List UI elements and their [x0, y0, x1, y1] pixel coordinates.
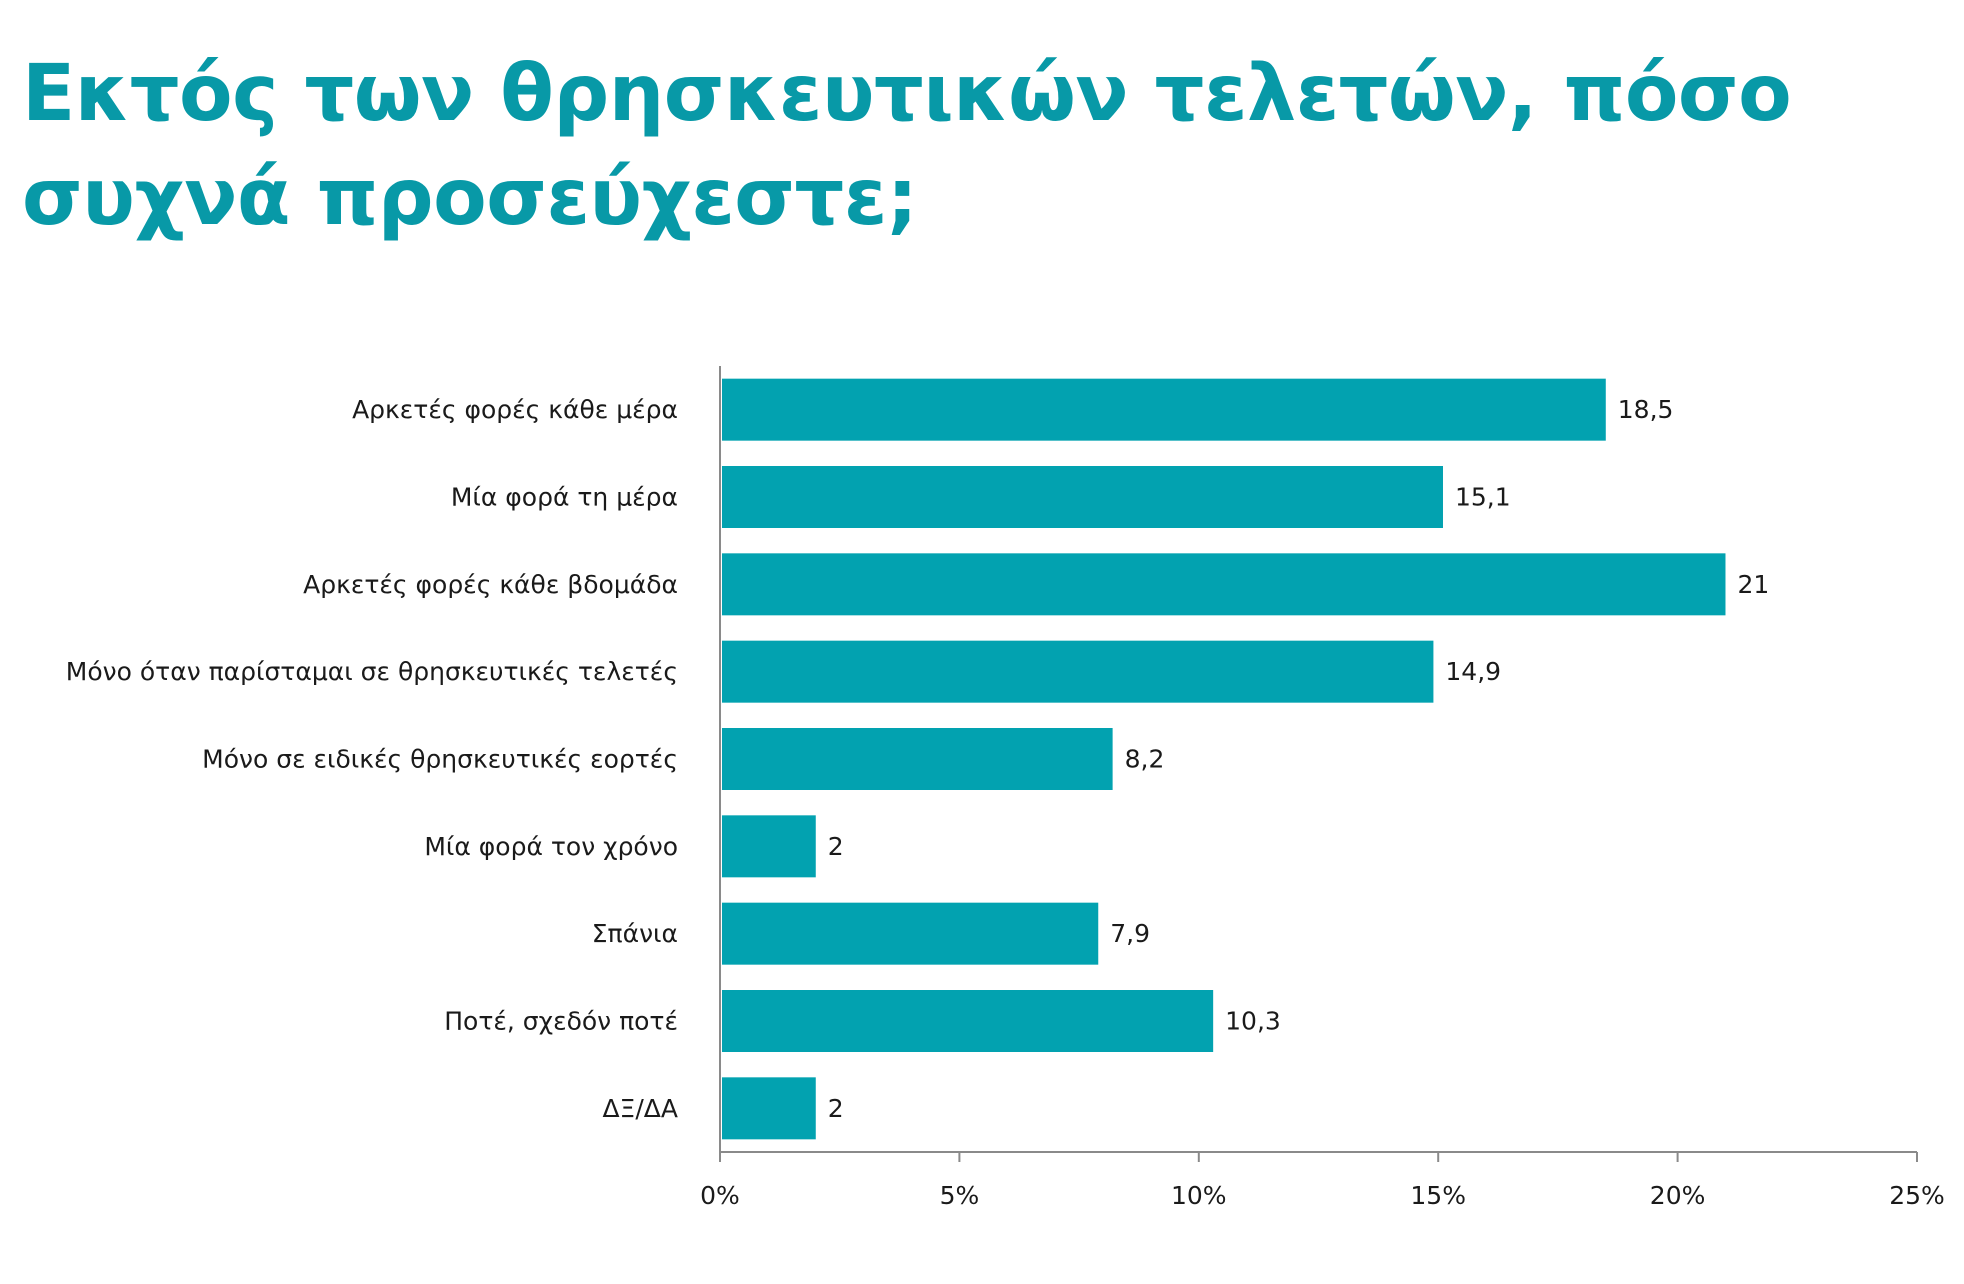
x-tick-label: 10% [1171, 1181, 1227, 1210]
bar [722, 466, 1443, 528]
category-label: Μία φορά τη μέρα [451, 483, 678, 512]
x-tick-label: 15% [1410, 1181, 1466, 1210]
category-label: ΔΞ/ΔΑ [602, 1094, 678, 1123]
bar [722, 1077, 816, 1140]
x-tick-label: 5% [940, 1181, 980, 1210]
x-tick-label: 0% [700, 1181, 740, 1210]
bar [722, 640, 1434, 703]
bar [722, 378, 1606, 441]
category-label: Ποτέ, σχεδόν ποτέ [444, 1007, 678, 1036]
bar [722, 990, 1214, 1052]
bar-value-label: 2 [828, 832, 844, 861]
bar [722, 815, 816, 878]
bar-value-label: 15,1 [1455, 483, 1511, 512]
category-label: Μόνο σε ειδικές θρησκευτικές εορτές [202, 745, 678, 774]
bar-value-label: 7,9 [1110, 919, 1150, 948]
category-label: Μόνο όταν παρίσταμαι σε θρησκευτικές τελ… [66, 657, 678, 686]
x-axis: 0% 5% 10% 15% 20% 25% [700, 366, 1945, 1210]
category-labels: Αρκετές φορές κάθε μέρα Μία φορά τη μέρα Α… [66, 395, 678, 1123]
x-tick-label: 20% [1650, 1181, 1706, 1210]
bar-value-label: 21 [1737, 570, 1769, 599]
bar-value-label: 8,2 [1125, 745, 1165, 774]
bar-value-label: 18,5 [1618, 395, 1674, 424]
category-label: Μία φορά τον χρόνο [424, 832, 678, 861]
bar-value-label: 2 [828, 1094, 844, 1123]
category-label: Σπάνια [592, 919, 678, 948]
chart-title: Εκτός των θρησκευτικών τελετών, πόσο συχ… [22, 49, 1792, 243]
x-tick-label: 25% [1889, 1181, 1945, 1210]
bar-value-label: 14,9 [1445, 657, 1501, 686]
bar [722, 553, 1726, 616]
category-label: Αρκετές φορές κάθε βδομάδα [303, 570, 678, 599]
bar-value-label: 10,3 [1225, 1007, 1281, 1036]
bar [722, 728, 1113, 790]
category-label: Αρκετές φορές κάθε μέρα [352, 395, 678, 424]
bar [722, 902, 1099, 965]
bars-group: 18,5 15,1 21 14,9 8,2 2 7,9 10,3 2 [722, 378, 1769, 1140]
